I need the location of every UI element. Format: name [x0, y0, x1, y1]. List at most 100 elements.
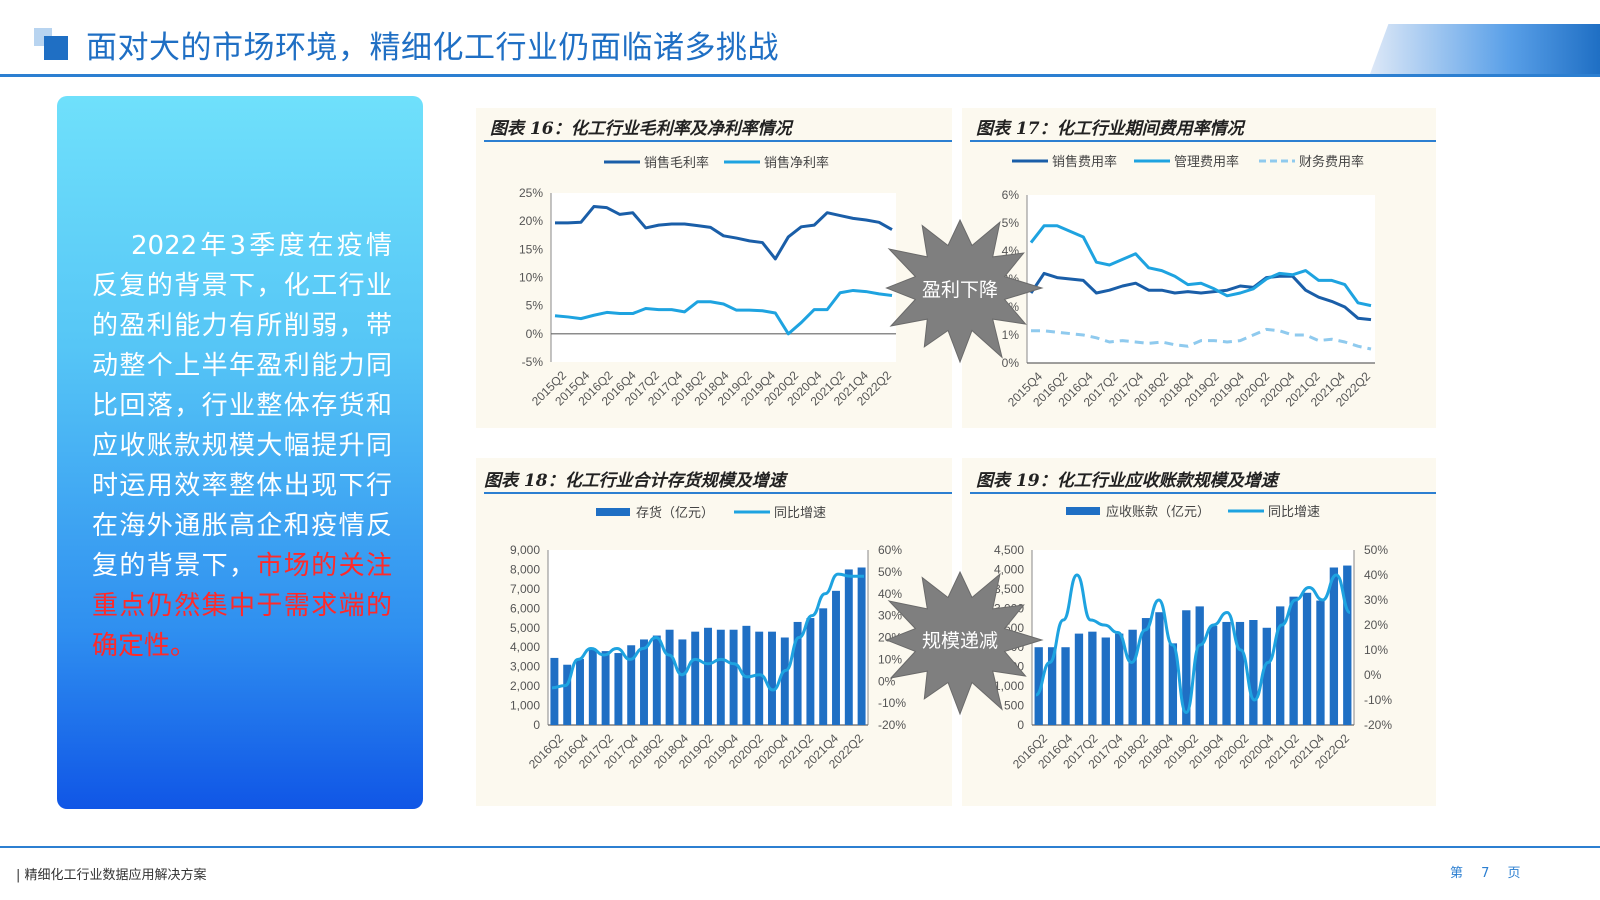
chart16-plot-area — [551, 193, 896, 362]
page-number: 第 7 页 — [1450, 866, 1521, 881]
chart19-bar — [1047, 647, 1057, 725]
chart18-legend-swatch — [596, 508, 630, 516]
chart18-bar — [627, 645, 636, 725]
chart19-legend-swatch — [1066, 507, 1100, 515]
chart19-y2-tick-label: 30% — [1364, 593, 1388, 607]
chart19-bar — [1182, 610, 1191, 725]
scale-starburst: 规模递减 — [885, 570, 1044, 716]
chart18-y-tick-label: 7,000 — [510, 582, 540, 596]
chart17-legend-label: 管理费用率 — [1174, 154, 1239, 169]
chart18-bar — [652, 635, 661, 725]
chart19-y2-tick-label: 0% — [1364, 668, 1382, 682]
chart19-bar — [1155, 612, 1164, 725]
chart19-bar — [1101, 637, 1110, 725]
chart18-bar — [640, 639, 648, 725]
chart19-bar — [1343, 565, 1352, 725]
chart19-bar — [1249, 620, 1258, 725]
chart16-y-tick-label: 10% — [519, 271, 543, 285]
chart19-y2-tick-label: -20% — [1364, 718, 1392, 732]
chart18-bar — [588, 649, 597, 725]
chart18-rule — [484, 492, 952, 494]
chart17-series-line-0 — [1029, 271, 1372, 322]
chart17-svg: 销售费用率管理费用率财务费用率6%5%4%3%2%1%0%2015Q42016Q… — [1002, 154, 1375, 409]
chart18-y-tick-label: 8,000 — [510, 562, 540, 576]
chart16-y-tick-label: 0% — [526, 327, 544, 341]
chart18-bar — [844, 569, 853, 725]
chart18-bar — [755, 631, 764, 725]
chart19-y-tick-label: 0 — [1017, 718, 1024, 732]
chart18-bar — [601, 651, 610, 725]
chart18-bar — [704, 627, 712, 725]
chart16-title: 图表 16：化工行业毛利率及净利率情况 — [490, 119, 792, 139]
chart18-y-tick-label: 9,000 — [510, 543, 540, 557]
chart18-bar — [665, 629, 674, 725]
chart19-bar — [1061, 647, 1070, 725]
chart18-series-line-1 — [551, 572, 864, 692]
chart16-series-line-1 — [554, 288, 893, 336]
chart17-legend-label: 销售费用率 — [1052, 154, 1117, 169]
chart19-bar — [1128, 629, 1137, 725]
chart17-legend-label: 财务费用率 — [1299, 154, 1364, 169]
summary-normal-text: 2022年3季度在疫情反复的背景下，化工行业的盈利能力有所削弱，带动整个上半年盈… — [92, 231, 392, 581]
chart19-bar — [1235, 621, 1245, 725]
chart17-y-tick-label: 0% — [1002, 356, 1020, 370]
summary-highlight-text: 市场的关注重点仍然集中于需求端的确定性。 — [92, 551, 392, 661]
chart18-bar — [614, 653, 623, 725]
chart18-bar — [729, 629, 738, 725]
header-divider — [0, 74, 1600, 77]
chart18-y-tick-label: 2,000 — [510, 679, 540, 693]
chart18-bar — [768, 631, 776, 725]
chart18-bar — [576, 658, 584, 725]
chart18-y2-tick-label: 10% — [878, 652, 902, 666]
chart19-bar — [1115, 633, 1124, 725]
chart19-bar — [1074, 633, 1084, 725]
chart18-bar — [793, 621, 802, 725]
chart19-y-tick-label: 4,500 — [994, 543, 1024, 557]
chart19-y2-tick-label: -10% — [1364, 693, 1392, 707]
chart18-bar — [780, 637, 789, 725]
chart19-bar — [1208, 625, 1218, 725]
scale-starburst-shape — [885, 570, 1044, 716]
chart19-y2-tick-label: 50% — [1364, 543, 1388, 557]
chart18-y2-tick-label: 60% — [878, 543, 902, 557]
chart18-y-tick-label: 1,000 — [510, 699, 540, 713]
chart19-bar — [1262, 627, 1271, 725]
chart18-y-tick-label: 6,000 — [510, 601, 540, 615]
chart19-y-tick-label: 4,000 — [994, 562, 1024, 576]
chart19-y-tick-label: 1,000 — [994, 679, 1024, 693]
chart19-y2-tick-label: 40% — [1364, 568, 1388, 582]
chart19-y-tick-label: 500 — [1004, 699, 1024, 713]
chart19-bar — [1195, 606, 1204, 725]
chart17-y-tick-label: 6% — [1002, 188, 1020, 202]
chart18-bar — [832, 590, 840, 725]
profit-callout-text: 盈利下降 — [922, 279, 998, 301]
chart16-rule — [484, 140, 952, 142]
chart18-legend-label: 存货（亿元） — [636, 505, 714, 520]
chart19-y2-tick-label: 10% — [1364, 643, 1388, 657]
page-title: 面对大的市场环境，精细化工行业仍面临诸多挑战 — [86, 30, 779, 66]
chart18-bar — [857, 567, 866, 725]
chart19-svg: 应收账款（亿元）同比增速4,5004,0003,5003,0002,5002,0… — [994, 504, 1392, 771]
chart18-y2-tick-label: 30% — [878, 609, 902, 623]
chart19-y2-tick-label: 20% — [1364, 618, 1388, 632]
chart16-svg: 销售毛利率 销售净利率25%20%15%10%5%0%-5%2015Q22015Q… — [519, 155, 896, 408]
chart19-bar — [1276, 606, 1285, 725]
chart17-series-line-1 — [1029, 224, 1372, 308]
chart19-bar — [1289, 596, 1298, 725]
chart19-legend-label: 同比增速 — [1268, 504, 1320, 519]
chart19-bar — [1088, 631, 1097, 725]
chart17-series-line-2 — [1031, 327, 1372, 351]
chart18-y2-tick-label: 50% — [878, 565, 902, 579]
chart16-y-tick-label: 25% — [519, 186, 543, 200]
footer-divider — [0, 846, 1600, 848]
chart19-bar — [1329, 567, 1339, 725]
chart16-y-tick-label: 15% — [519, 242, 543, 256]
summary-panel — [57, 96, 423, 809]
chart16-y-tick-label: 20% — [519, 214, 543, 228]
chart18-y-tick-label: 4,000 — [510, 640, 540, 654]
chart18-y-tick-label: 3,000 — [510, 660, 540, 674]
chart16-y-tick-label: -5% — [522, 355, 544, 369]
chart16-series-line-0 — [555, 205, 893, 261]
chart19-series-line-1 — [1035, 573, 1351, 714]
